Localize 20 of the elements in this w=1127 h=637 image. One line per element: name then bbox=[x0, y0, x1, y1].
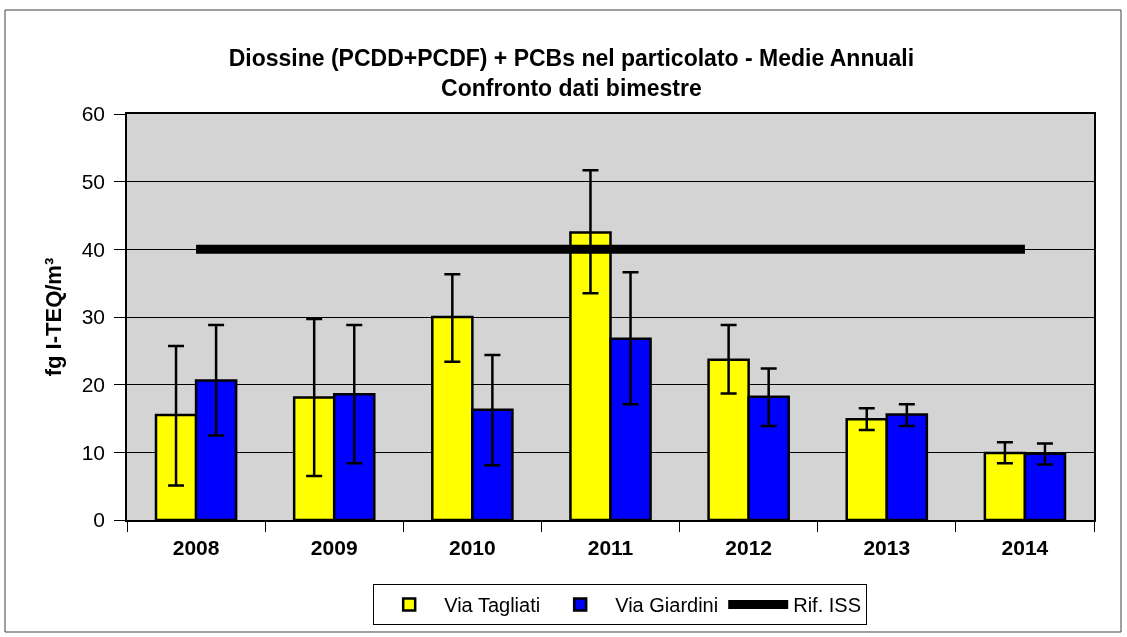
x-tick-label: 2010 bbox=[449, 535, 496, 559]
x-tick-label: 2012 bbox=[725, 535, 772, 559]
legend-label: Rif. ISS bbox=[793, 594, 861, 617]
y-tick-label: 60 bbox=[81, 102, 106, 126]
legend-label: Via Giardini bbox=[615, 594, 719, 617]
y-tick-label: 30 bbox=[81, 305, 106, 329]
x-tick-label: 2011 bbox=[587, 535, 634, 559]
y-axis-title: fg I-TEQ/m³ bbox=[40, 257, 66, 377]
y-tick-label: 50 bbox=[81, 170, 106, 194]
chart-subtitle: Confronto dati bimestre bbox=[441, 74, 702, 101]
y-tick-label: 40 bbox=[81, 237, 106, 261]
x-tick-label: 2009 bbox=[310, 535, 358, 559]
y-tick-label: 0 bbox=[93, 508, 106, 532]
x-tick-label: 2008 bbox=[172, 535, 220, 559]
x-tick-label: 2014 bbox=[1001, 535, 1049, 559]
legend-label: Via Tagliati bbox=[444, 594, 541, 617]
y-tick-label: 20 bbox=[81, 373, 106, 397]
chart-title: Diossine (PCDD+PCDF) + PCBs nel particolato - Medie Annuali bbox=[228, 45, 915, 71]
y-tick-label: 10 bbox=[81, 440, 106, 464]
x-tick-label: 2013 bbox=[863, 535, 911, 559]
